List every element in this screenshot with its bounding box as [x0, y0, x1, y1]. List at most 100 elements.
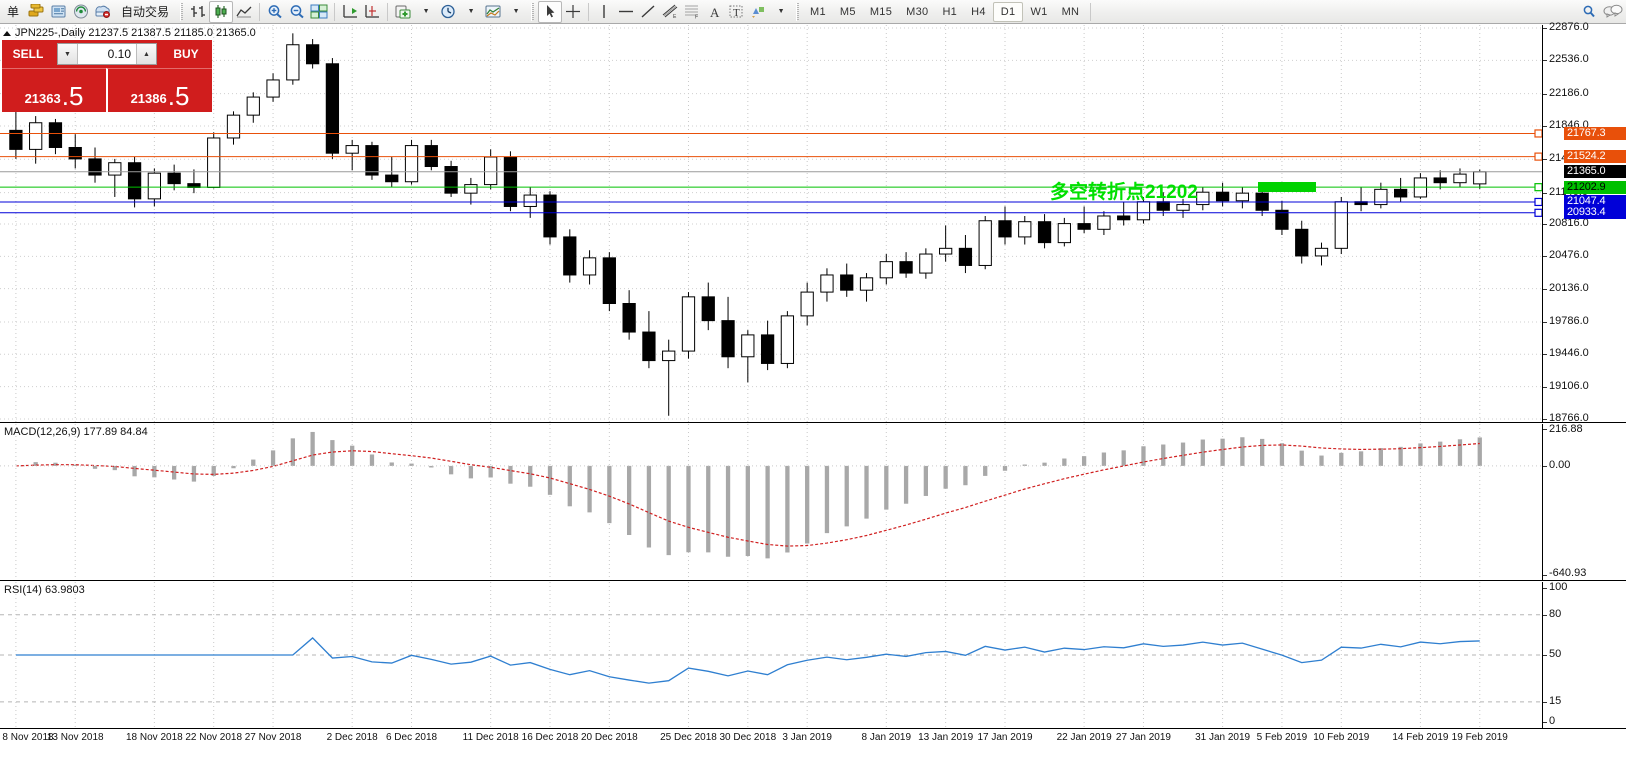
rsi-caption[interactable]: RSI(14) 63.9803: [4, 584, 85, 596]
search-icon[interactable]: [1578, 1, 1600, 23]
price-level-tag[interactable]: 21047.4: [1564, 195, 1626, 209]
price-y-tick: [1543, 223, 1547, 225]
time-axis-label: 31 Jan 2019: [1195, 732, 1251, 743]
time-axis-label: 17 Jan 2019: [977, 732, 1033, 743]
shapes-dropdown-icon[interactable]: ▼: [777, 8, 785, 15]
templates-icon[interactable]: [482, 1, 504, 23]
timeframe-m30[interactable]: M30: [906, 5, 929, 18]
rsi-plot[interactable]: [0, 582, 1543, 728]
signals-icon[interactable]: [70, 1, 92, 23]
toolbar-grip-2[interactable]: [531, 2, 535, 21]
tile-windows-icon[interactable]: [308, 1, 330, 23]
timeframe-mn[interactable]: MN: [1061, 5, 1080, 18]
fibonacci-retracement-icon[interactable]: F: [681, 1, 703, 23]
toolbar-divider-4: [588, 2, 590, 21]
chat-icon[interactable]: [1600, 1, 1626, 23]
timeframe-d1[interactable]: D1: [992, 1, 1024, 22]
time-axis-label: 5 Feb 2019: [1256, 732, 1308, 743]
crosshair-icon[interactable]: [562, 1, 584, 23]
price-y-scale[interactable]: 22876.022536.022186.021846.021496.021146…: [1543, 22, 1626, 424]
shapes-icon[interactable]: [747, 1, 769, 23]
horizontal-line-icon[interactable]: [615, 1, 637, 23]
time-axis[interactable]: 8 Nov 2018 13 Nov 2018 18 Nov 2018 22 Nov 2…: [0, 729, 1626, 747]
timeframe-w1[interactable]: W1: [1030, 5, 1048, 18]
timeframe-m5[interactable]: M5: [839, 5, 856, 18]
volume-value[interactable]: 0.10: [107, 47, 131, 61]
bar-chart-icon[interactable]: [187, 1, 209, 23]
price-y-tick: [1543, 125, 1547, 127]
volume-decrease-icon[interactable]: ▼: [58, 44, 78, 64]
gold-bars-icon[interactable]: [26, 1, 48, 23]
one-click-trading-panel[interactable]: SELL ▼ 0.10 ▲ BUY 21363 .5: [2, 40, 212, 112]
timeframe-h1[interactable]: H1: [942, 5, 958, 18]
time-axis-label: 20 Dec 2018: [580, 732, 638, 743]
auto-scroll-icon[interactable]: [361, 1, 383, 23]
rsi-y-tick: [1543, 614, 1547, 616]
toolbar-grip[interactable]: [180, 2, 184, 21]
line-chart-icon[interactable]: [233, 1, 255, 23]
buy-price-integer: 21386: [130, 91, 167, 106]
autotrading-button[interactable]: 自动交易: [121, 5, 170, 19]
timeframe-m1[interactable]: M1: [810, 5, 826, 18]
price-level-tag[interactable]: 21365.0: [1564, 165, 1626, 179]
chart-shift-icon[interactable]: [339, 1, 361, 23]
chart-annotation-text[interactable]: 多空转折点21202: [1050, 182, 1198, 204]
sell-price[interactable]: 21363 .5: [2, 68, 106, 112]
sell-button[interactable]: SELL: [2, 40, 54, 68]
zoom-out-icon[interactable]: [286, 1, 308, 23]
chart-canvas[interactable]: 22876.022536.022186.021846.021496.021146…: [0, 22, 1626, 765]
toolbar-divider-5: [1090, 2, 1092, 21]
macd-axis-line: [1542, 424, 1543, 580]
rsi-y-tick-label: 80: [1549, 607, 1562, 620]
timeframe-m15[interactable]: M15: [869, 5, 893, 18]
rsi-y-tick: [1543, 701, 1547, 703]
rsi-pane[interactable]: 100 80 50 15 0 RSI(14) 63.9803: [0, 582, 1626, 728]
buy-button[interactable]: BUY: [160, 40, 212, 68]
candlestick-chart-icon[interactable]: [209, 0, 234, 23]
price-y-tick-label: 19446.0: [1549, 347, 1589, 360]
price-y-tick-label: 22536.0: [1549, 53, 1589, 66]
cursor-arrow-icon[interactable]: [538, 0, 563, 23]
zoom-in-icon[interactable]: [264, 1, 286, 23]
toolbar-divider: [259, 2, 261, 21]
text-label-icon[interactable]: A: [703, 1, 725, 23]
price-y-tick: [1543, 354, 1547, 356]
macd-pane[interactable]: 216.88 0.00 -640.93 MACD(12,26,9) 177.89 8…: [0, 424, 1626, 580]
equidistant-channel-icon[interactable]: E: [659, 1, 681, 23]
price-plot[interactable]: [0, 25, 1543, 422]
price-level-tag[interactable]: 21202.9: [1564, 180, 1626, 194]
time-axis-label: 27 Nov 2018: [244, 732, 302, 743]
timeframe-h4[interactable]: H4: [971, 5, 986, 18]
templates-dropdown-icon[interactable]: ▼: [512, 8, 520, 15]
period-dropdown-icon[interactable]: ▼: [467, 8, 475, 15]
price-y-tick-label: 18766.0: [1549, 412, 1589, 424]
price-level-tag[interactable]: 21524.2: [1564, 150, 1626, 164]
news-icon[interactable]: [48, 1, 70, 23]
text-box-icon[interactable]: T: [725, 1, 747, 23]
vertical-line-icon[interactable]: [593, 1, 615, 23]
time-axis-label: 3 Jan 2019: [782, 732, 832, 743]
time-axis-label: 22 Nov 2018: [185, 732, 243, 743]
clock-period-icon[interactable]: [437, 1, 459, 23]
new-order-icon[interactable]: 单: [7, 5, 20, 19]
toolbar-grip-3[interactable]: [796, 2, 800, 21]
market-icon[interactable]: [92, 1, 114, 23]
collapse-triangle-icon[interactable]: [3, 30, 11, 36]
volume-increase-icon[interactable]: ▲: [136, 44, 156, 64]
price-y-tick-label: 19786.0: [1549, 314, 1589, 327]
macd-caption[interactable]: MACD(12,26,9) 177.89 84.84: [4, 426, 148, 438]
time-axis-label: 13 Jan 2019: [918, 732, 974, 743]
price-pane[interactable]: 22876.022536.022186.021846.021496.021146…: [0, 22, 1626, 424]
price-level-tag[interactable]: 20933.4: [1564, 206, 1626, 220]
price-y-tick: [1543, 93, 1547, 95]
price-level-tag[interactable]: 21767.3: [1564, 126, 1626, 140]
macd-plot[interactable]: [0, 424, 1543, 580]
add-indicator-icon[interactable]: [392, 1, 414, 23]
trendline-icon[interactable]: [637, 1, 659, 23]
volume-stepper[interactable]: ▼ 0.10 ▲: [54, 40, 160, 68]
time-axis-label: 8 Nov 2018: [2, 732, 54, 743]
main-toolbar: 单 自动交易: [0, 0, 1626, 24]
buy-price[interactable]: 21386 .5: [106, 68, 212, 112]
price-y-tick: [1543, 256, 1547, 258]
add-indicator-dropdown-icon[interactable]: ▼: [422, 8, 430, 15]
